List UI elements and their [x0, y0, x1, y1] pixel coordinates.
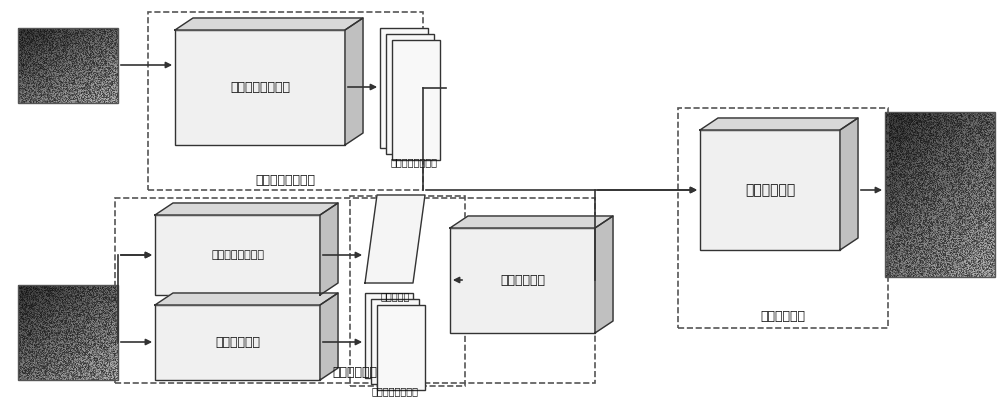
Text: 图像超分辨率步骤: 图像超分辨率步骤 [256, 173, 316, 186]
Bar [392, 40, 440, 160]
Bar [148, 12, 423, 190]
Polygon shape [450, 216, 613, 228]
Bar [380, 28, 428, 148]
Polygon shape [320, 203, 338, 295]
Bar [155, 215, 320, 295]
Bar [700, 130, 840, 250]
Text: 输入图像视觉特征: 输入图像视觉特征 [390, 157, 438, 167]
Bar [115, 198, 595, 383]
Polygon shape [365, 195, 425, 283]
Text: 特征提取模块: 特征提取模块 [215, 336, 260, 349]
Bar [386, 34, 434, 154]
Text: 图像超分辨率模块: 图像超分辨率模块 [230, 81, 290, 94]
Text: 特征对齐模块: 特征对齐模块 [500, 274, 545, 287]
Polygon shape [320, 293, 338, 380]
Text: 纹理迁移模块: 纹理迁移模块 [745, 183, 795, 197]
Text: 空间关系图: 空间关系图 [380, 291, 410, 301]
Bar [377, 305, 425, 390]
Polygon shape [175, 18, 363, 30]
Polygon shape [595, 216, 613, 333]
Bar [18, 285, 118, 380]
Polygon shape [840, 118, 858, 250]
Text: 空间相关计算模块: 空间相关计算模块 [211, 250, 264, 260]
Text: 纹理提取步骤: 纹理提取步骤 [332, 366, 378, 379]
Bar [155, 305, 320, 380]
Polygon shape [155, 293, 338, 305]
Text: 纹理迁移步骤: 纹理迁移步骤 [761, 309, 806, 322]
Polygon shape [345, 18, 363, 145]
Bar [678, 108, 888, 328]
Bar [885, 112, 995, 277]
Text: 参考图像视觉特征: 参考图像视觉特征 [372, 386, 418, 396]
Bar [365, 293, 413, 378]
Bar [175, 30, 345, 145]
Bar [18, 28, 118, 103]
Bar [350, 196, 465, 386]
Polygon shape [700, 118, 858, 130]
Polygon shape [155, 203, 338, 215]
Bar [371, 299, 419, 384]
Bar [450, 228, 595, 333]
